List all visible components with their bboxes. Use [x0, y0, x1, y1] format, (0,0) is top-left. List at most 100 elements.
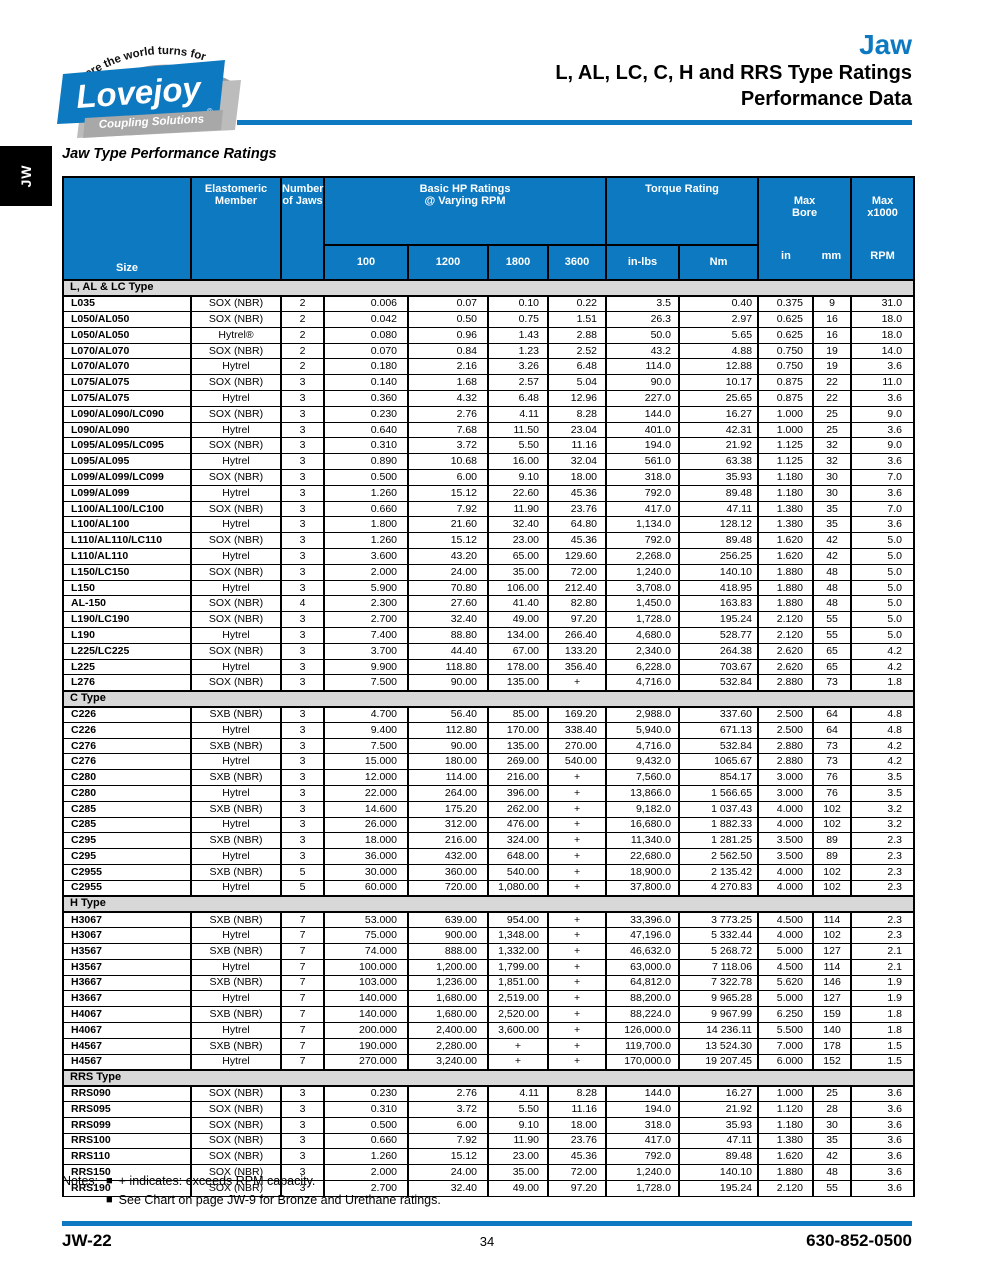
logo-banner: [57, 60, 225, 124]
table-row: RRS110 SOX (NBR) 3 1.260 15.12 23.00 45.36 792.…: [62, 1148, 916, 1166]
cell: 264.38: [678, 642, 760, 660]
cell: SXB (NBR): [190, 1006, 282, 1023]
cell: 2.76: [407, 1085, 489, 1102]
cell: 89.48: [678, 1148, 760, 1166]
note-text: See Chart on page JW-9 for Bronze and Ur…: [118, 1193, 441, 1207]
cell: 0.890: [323, 453, 409, 471]
cell: 5,940.0: [605, 721, 681, 739]
cell: L090/AL090: [62, 421, 192, 439]
cell: 0.07: [407, 295, 489, 313]
cell: 30: [812, 1116, 853, 1134]
cell: 63,000.0: [605, 958, 681, 976]
cell: 8.28: [546, 405, 608, 423]
cell: 11.16: [546, 437, 608, 455]
cell: 648.00: [487, 848, 549, 865]
cell: 7: [280, 1021, 325, 1039]
cell: 532.84: [678, 737, 760, 755]
cell: L276: [62, 674, 192, 692]
cell: 3.6: [850, 1116, 916, 1134]
cell: 6.00: [407, 469, 489, 486]
cell: +: [546, 769, 608, 786]
cell: 32.40: [487, 516, 549, 534]
cell: 28: [812, 1100, 853, 1118]
cell: 140.000: [323, 1006, 409, 1023]
rpm-unit: RPM: [870, 249, 895, 262]
cell: 0.660: [323, 500, 409, 518]
cell: H4567: [62, 1037, 192, 1055]
cell: 2.120: [757, 611, 815, 629]
cell: 47.11: [678, 1132, 760, 1150]
cell: 26.3: [605, 311, 681, 328]
cell: 337.60: [678, 706, 760, 723]
cell: C280: [62, 785, 192, 802]
cell: 127: [812, 990, 853, 1008]
cell: 3.6: [850, 358, 916, 376]
table-row: H4567 Hytrel 7 270.000 3,240.00 + +170,000.0 19…: [62, 1053, 916, 1071]
cell: +: [546, 879, 608, 897]
cell: 2.3: [850, 863, 916, 881]
cell: H3067: [62, 911, 192, 929]
cell: 2.76: [407, 405, 489, 423]
cell: 2.000: [323, 1164, 409, 1181]
cell: 5.0: [850, 627, 916, 644]
table-row: L075/AL075 SOX (NBR) 3 0.140 1.68 2.57 5.04 90.…: [62, 374, 916, 392]
cell: H3067: [62, 927, 192, 944]
cell: H3667: [62, 974, 192, 992]
table-row: L095/AL095/LC095 SOX (NBR) 3 0.310 3.72 5.50 1…: [62, 437, 916, 455]
cell: 49.00: [487, 1179, 549, 1197]
cell: 3: [280, 674, 325, 692]
table-row: RRS100 SOX (NBR) 3 0.660 7.92 11.90 23.76 417.0…: [62, 1132, 916, 1150]
cell: 3.6: [850, 1148, 916, 1166]
cell: 3: [280, 785, 325, 802]
cell: 5.0: [850, 532, 916, 550]
cell: 0.750: [757, 342, 815, 360]
cell: 133.20: [546, 642, 608, 660]
cell: 0.50: [407, 311, 489, 328]
cell: 19: [812, 358, 853, 376]
cell: 2,519.00: [487, 990, 549, 1008]
cell: 7: [280, 1037, 325, 1055]
cell: 114: [812, 958, 853, 976]
table-row: H3567 Hytrel 7 100.000 1,200.00 1,799.00 +63,0…: [62, 958, 916, 976]
cell: 3: [280, 563, 325, 581]
notes: Notes: ■ + indicates: exceeds RPM capaci…: [62, 1172, 441, 1210]
cell: 135.00: [487, 737, 549, 755]
cell: 134.00: [487, 627, 549, 644]
cell: 3.5: [850, 769, 916, 786]
cell: L150/LC150: [62, 563, 192, 581]
cell: SXB (NBR): [190, 863, 282, 881]
table-row: L070/AL070 Hytrel 2 0.180 2.16 3.26 6.48 114.0 1…: [62, 358, 916, 376]
cell: 144.0: [605, 1085, 681, 1102]
cell: 0.230: [323, 1085, 409, 1102]
cell: 0.640: [323, 421, 409, 439]
cell: 11.90: [487, 1132, 549, 1150]
cell: 170,000.0: [605, 1053, 681, 1071]
cell: 7,560.0: [605, 769, 681, 786]
cell: 671.13: [678, 721, 760, 739]
cell: 2.700: [323, 1179, 409, 1197]
cell: 3: [280, 658, 325, 676]
cell: 23.04: [546, 421, 608, 439]
cell: L075/AL075: [62, 390, 192, 407]
cell: 7.92: [407, 500, 489, 518]
cell: 792.0: [605, 532, 681, 550]
cell: 12.88: [678, 358, 760, 376]
cell: 1.880: [757, 595, 815, 613]
cell: L095/AL095: [62, 453, 192, 471]
cell: 3.600: [323, 548, 409, 565]
cell: 3: [280, 1085, 325, 1102]
cell: 7.400: [323, 627, 409, 644]
table-row: H4067 SXB (NBR) 7 140.000 1,680.00 2,520.00 +8…: [62, 1006, 916, 1023]
cell: 1.5: [850, 1037, 916, 1055]
cell: 0.625: [757, 311, 815, 328]
cell: 7 118.06: [678, 958, 760, 976]
cell: 3: [280, 721, 325, 739]
table-row: C226 SXB (NBR) 3 4.700 56.40 85.00 169.20 2,988…: [62, 706, 916, 723]
cell: 30.000: [323, 863, 409, 881]
cell: 11.0: [850, 374, 916, 392]
cell: 312.00: [407, 816, 489, 834]
cell: 0.006: [323, 295, 409, 313]
cell: 140.10: [678, 563, 760, 581]
cell: 3.6: [850, 1085, 916, 1102]
